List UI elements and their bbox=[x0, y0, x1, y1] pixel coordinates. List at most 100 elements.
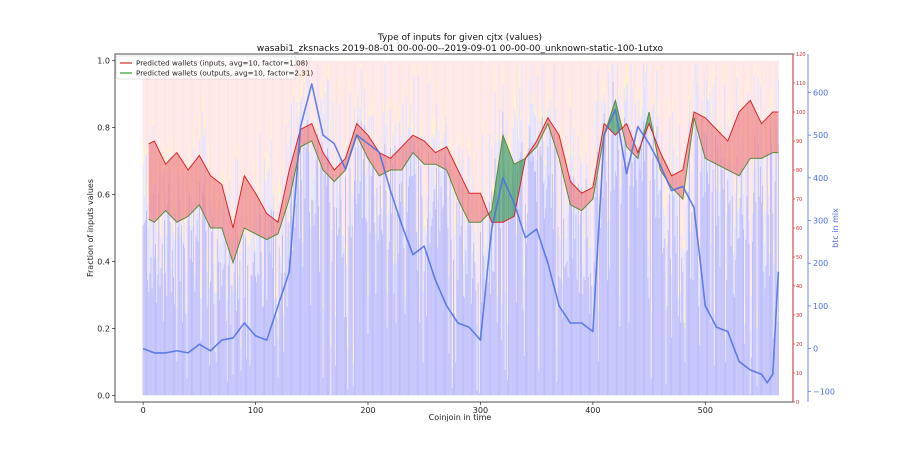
blue-y-tick-label: 500 bbox=[813, 131, 828, 140]
bar-segment bbox=[736, 157, 738, 396]
bar-segment bbox=[291, 171, 292, 396]
bar-segment bbox=[170, 262, 172, 270]
bar-segment bbox=[352, 364, 354, 387]
bar-segment bbox=[764, 243, 766, 289]
bar-segment bbox=[598, 311, 599, 362]
bar-segment bbox=[486, 60, 488, 217]
bar-segment bbox=[741, 214, 743, 396]
bar-segment bbox=[455, 318, 457, 363]
bar-segment bbox=[149, 272, 151, 396]
bar-segment bbox=[502, 66, 504, 85]
bar-segment bbox=[611, 60, 613, 65]
bar-segment bbox=[435, 60, 436, 173]
bar-segment bbox=[248, 246, 250, 326]
bar-segment bbox=[632, 187, 634, 396]
wallet-fill-segment bbox=[429, 146, 431, 165]
bar-segment bbox=[454, 60, 456, 214]
bar-segment bbox=[443, 155, 445, 396]
bar-segment bbox=[157, 219, 159, 232]
wallet-fill-segment bbox=[213, 178, 216, 228]
bar-segment bbox=[766, 60, 768, 127]
bar-segment bbox=[205, 60, 207, 185]
bar-segment bbox=[753, 169, 755, 193]
bar-segment bbox=[608, 60, 610, 65]
bar-segment bbox=[282, 235, 283, 396]
bar-segment bbox=[412, 123, 414, 137]
wallet-fill-segment bbox=[264, 209, 266, 240]
wallet-fill-segment bbox=[477, 193, 479, 223]
bar-segment bbox=[209, 60, 210, 267]
bar-segment bbox=[714, 77, 716, 137]
bar-segment bbox=[332, 97, 334, 101]
bar-segment bbox=[424, 60, 426, 220]
bar-segment bbox=[761, 60, 762, 116]
bar-segment bbox=[705, 76, 707, 80]
bar-segment bbox=[382, 234, 384, 396]
bar-segment bbox=[392, 123, 394, 135]
bar-segment bbox=[527, 60, 529, 127]
bar-segment bbox=[674, 60, 676, 162]
wallet-fill-segment bbox=[258, 199, 261, 237]
bar-segment bbox=[185, 60, 187, 269]
bar-segment bbox=[269, 205, 271, 207]
bar-segment bbox=[592, 328, 594, 396]
wallet-fill-segment bbox=[254, 191, 256, 234]
bar-segment bbox=[265, 168, 267, 180]
bar-segment bbox=[705, 79, 707, 138]
bar-segment bbox=[692, 60, 694, 203]
bar-segment bbox=[259, 213, 261, 396]
bar-segment bbox=[657, 60, 659, 101]
bar-segment bbox=[318, 60, 319, 155]
wallet-fill-segment bbox=[588, 189, 590, 204]
bar-segment bbox=[549, 99, 551, 124]
wallet-fill-segment bbox=[288, 170, 290, 203]
bar-segment bbox=[345, 60, 346, 140]
wallet-fill-segment bbox=[748, 101, 750, 162]
bar-segment bbox=[397, 60, 399, 167]
bar-segment bbox=[743, 193, 744, 230]
bar-segment bbox=[514, 114, 516, 164]
bar-segment bbox=[747, 159, 749, 396]
bar-segment bbox=[619, 60, 621, 286]
bar-segment bbox=[586, 60, 588, 159]
bar-segment bbox=[301, 60, 303, 72]
bar-segment bbox=[249, 60, 251, 266]
bar-segment bbox=[399, 105, 400, 123]
wallet-fill-segment bbox=[267, 214, 270, 240]
bar-segment bbox=[767, 195, 769, 215]
bar-segment bbox=[323, 60, 325, 106]
wallet-fill-segment bbox=[307, 125, 309, 144]
bar-segment bbox=[339, 77, 341, 103]
bar-segment bbox=[262, 278, 264, 307]
bar-segment bbox=[474, 261, 476, 396]
bar-segment bbox=[229, 60, 231, 162]
bar-segment bbox=[675, 60, 677, 174]
bar-segment bbox=[253, 60, 255, 162]
bar-segment bbox=[143, 60, 145, 172]
bar-segment bbox=[550, 60, 552, 128]
wallet-fill-segment bbox=[155, 143, 157, 222]
wallet-fill-segment bbox=[400, 146, 402, 170]
bar-segment bbox=[477, 60, 479, 213]
wallet-fill-segment bbox=[586, 190, 588, 206]
bar-segment bbox=[366, 147, 368, 222]
bar-segment bbox=[273, 183, 274, 194]
bar-segment bbox=[506, 322, 508, 381]
wallet-fill-segment bbox=[189, 167, 191, 216]
bar-segment bbox=[575, 215, 577, 396]
bar-segment bbox=[231, 285, 233, 396]
bar-segment bbox=[701, 100, 703, 118]
bar-segment bbox=[708, 183, 710, 396]
bar-segment bbox=[193, 211, 195, 396]
wallet-fill-segment bbox=[399, 147, 401, 170]
bar-segment bbox=[336, 60, 337, 151]
bar-segment bbox=[584, 60, 586, 227]
bar-segment bbox=[394, 145, 396, 396]
bar-segment bbox=[408, 60, 409, 107]
bar-segment bbox=[209, 365, 210, 396]
bar-segment bbox=[756, 309, 758, 329]
bar-segment bbox=[255, 250, 256, 277]
bar-segment bbox=[690, 232, 692, 279]
bar-segment bbox=[156, 302, 158, 396]
bar-segment bbox=[217, 203, 219, 263]
